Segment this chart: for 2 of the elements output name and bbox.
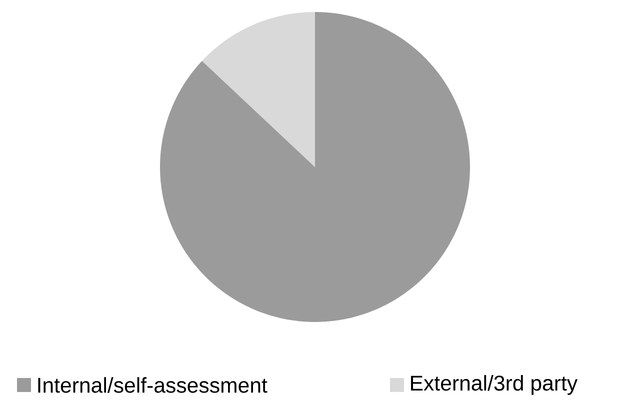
legend-label: External/3rd party: [411, 375, 578, 395]
legend-label: Internal/self-assessment: [38, 377, 268, 393]
